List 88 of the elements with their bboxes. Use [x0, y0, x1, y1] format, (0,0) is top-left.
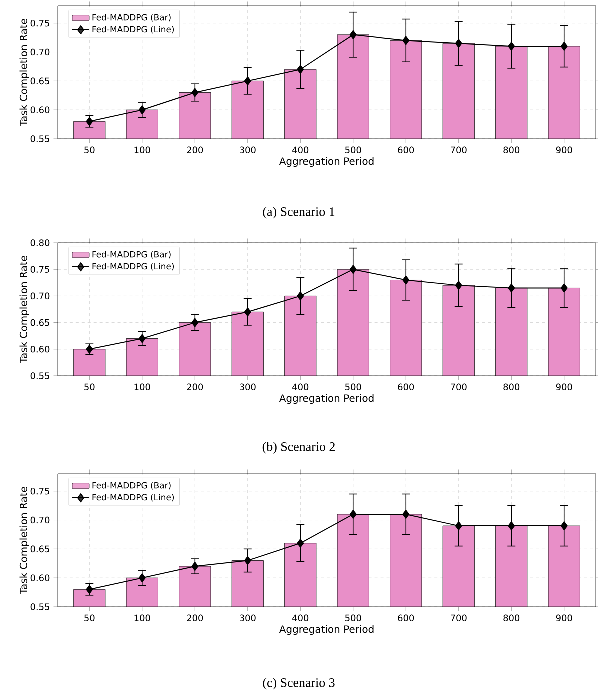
point	[350, 510, 357, 519]
legend-label: Fed-MADDPG (Bar)	[92, 14, 171, 22]
x-tick-label: 300	[240, 384, 256, 391]
x-tick-label: 500	[346, 384, 362, 391]
x-tick-label: 400	[292, 384, 309, 391]
x-tick-label: 200	[187, 614, 204, 622]
y-axis-title: Task Completion Rate	[20, 19, 30, 126]
x-tick-label: 900	[556, 614, 572, 622]
x-tick-label: 600	[398, 384, 414, 391]
point	[560, 42, 568, 51]
legend-label: Fed-MADDPG (Line)	[92, 26, 174, 34]
x-tick-label: 100	[134, 384, 150, 391]
x-tick-label: 800	[504, 384, 520, 391]
y-tick-label: 0.65	[30, 78, 50, 85]
point	[138, 106, 146, 115]
point	[297, 292, 304, 301]
x-tick-label: 400	[292, 146, 309, 154]
point	[455, 522, 462, 531]
y-tick-label: 0.60	[30, 574, 50, 582]
point	[402, 510, 410, 519]
point	[402, 276, 410, 285]
point	[350, 30, 357, 40]
text: (b) Scenario 2	[262, 442, 335, 454]
y-tick-label: 0.70	[30, 292, 50, 300]
x-axis-title: Aggregation Period	[279, 394, 374, 404]
x-tick-label: 800	[504, 614, 520, 622]
x-tick-label: 100	[134, 614, 150, 622]
x-tick-label: 800	[504, 146, 520, 154]
point	[244, 556, 252, 566]
x-tick-label: 100	[134, 146, 150, 154]
point	[508, 284, 516, 293]
point	[402, 36, 410, 46]
x-axis-title: Aggregation Period	[279, 625, 374, 636]
y-tick-label: 0.70	[30, 48, 50, 56]
x-tick-label: 500	[346, 614, 362, 622]
x-tick-label: 50	[84, 384, 95, 391]
x-tick-label: 50	[84, 614, 95, 622]
point	[138, 334, 146, 344]
y-tick-label: 0.70	[30, 516, 50, 524]
x-tick-label: 300	[240, 614, 256, 622]
y-tick-label: 0.75	[30, 20, 50, 27]
point	[560, 284, 568, 293]
y-tick-label: 0.60	[30, 346, 50, 353]
y-tick-label: 0.75	[30, 266, 50, 273]
legend-label: Fed-MADDPG (Line)	[92, 494, 174, 502]
point	[455, 281, 462, 290]
y-tick-label: 0.80	[30, 240, 50, 246]
point	[508, 42, 516, 51]
point	[138, 574, 146, 583]
x-tick-label: 700	[451, 146, 467, 154]
x-tick-label: 500	[346, 146, 362, 154]
point	[508, 522, 516, 531]
x-tick-label: 700	[451, 384, 467, 391]
point	[350, 265, 357, 274]
x-tick-label: 300	[240, 146, 256, 154]
y-axis-title: Task Completion Rate	[20, 487, 30, 594]
y-tick-label: 0.60	[30, 106, 50, 114]
point	[244, 308, 252, 317]
text: (a) Scenario 1	[263, 207, 335, 219]
y-tick-label: 0.65	[30, 319, 50, 326]
y-axis-title: Task Completion Rate	[20, 256, 30, 364]
x-tick-label: 200	[187, 146, 204, 154]
legend-label: Fed-MADDPG (Line)	[92, 263, 174, 271]
x-axis-title: Aggregation Period	[279, 157, 374, 168]
text: (c) Scenario 3	[263, 678, 335, 690]
x-tick-label: 400	[292, 614, 309, 622]
y-tick-label: 0.55	[30, 604, 50, 610]
x-tick-label: 200	[187, 384, 204, 391]
point	[192, 88, 199, 98]
point	[192, 562, 199, 572]
point	[560, 522, 568, 531]
y-tick-label: 0.55	[30, 372, 50, 380]
y-tick-label: 0.55	[30, 136, 50, 142]
x-tick-label: 600	[398, 614, 414, 622]
x-tick-label: 600	[398, 146, 414, 154]
point	[455, 39, 462, 48]
x-tick-label: 50	[84, 146, 95, 154]
y-tick-label: 0.75	[30, 488, 50, 495]
point	[192, 318, 199, 328]
legend-label: Fed-MADDPG (Bar)	[92, 482, 171, 490]
x-tick-label: 900	[556, 384, 572, 391]
x-tick-label: 900	[556, 146, 572, 154]
point	[297, 65, 304, 74]
x-tick-label: 700	[451, 614, 467, 622]
point	[244, 76, 252, 86]
legend-label: Fed-MADDPG (Bar)	[92, 251, 171, 259]
point	[297, 538, 304, 548]
y-tick-label: 0.65	[30, 546, 50, 553]
